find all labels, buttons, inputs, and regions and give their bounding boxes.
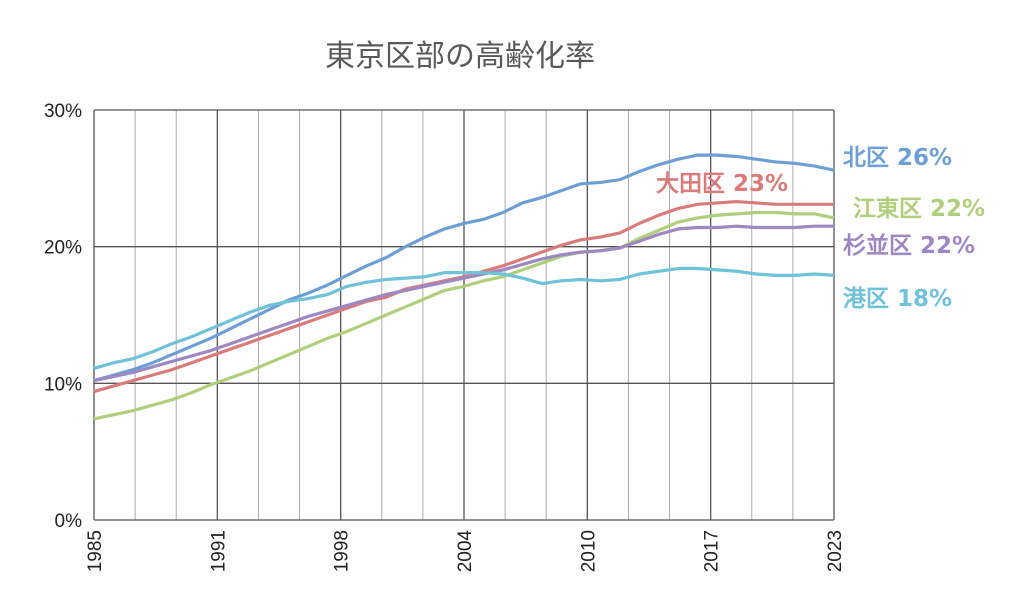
x-tick-label: 1985 — [85, 530, 106, 572]
y-tick-label: 30% — [44, 101, 82, 122]
series-lines — [93, 153, 835, 421]
series-label: 江東区 22% — [853, 196, 985, 222]
series-line — [93, 266, 835, 370]
x-tick-label: 2017 — [702, 530, 723, 572]
chart-title: 東京区部の高齢化率 — [325, 39, 595, 74]
y-tick-label: 0% — [55, 511, 83, 532]
x-tick-label: 2023 — [825, 530, 846, 572]
y-tick-label: 10% — [44, 374, 82, 395]
series-line — [93, 210, 835, 421]
series-label: 大田区 23% — [656, 171, 788, 197]
y-axis: 0% 10% 20% 30% — [44, 101, 82, 532]
x-tick-label: 1991 — [208, 530, 229, 572]
x-tick-label: 2004 — [455, 530, 476, 573]
y-tick-label: 20% — [44, 238, 82, 259]
x-axis: 1985 1991 1998 2004 2010 2017 2023 — [85, 530, 846, 573]
x-tick-label: 2010 — [578, 530, 599, 572]
series-label: 港区 18% — [843, 286, 952, 312]
series-label: 北区 26% — [843, 145, 952, 171]
series-labels: 北区 26% 大田区 23% 江東区 22% 杉並区 22% 港区 18% — [656, 145, 985, 312]
x-tick-label: 1998 — [332, 530, 353, 572]
series-label: 杉並区 22% — [843, 232, 975, 259]
series-line — [93, 224, 834, 383]
grid — [93, 109, 835, 521]
series-line — [93, 153, 835, 383]
